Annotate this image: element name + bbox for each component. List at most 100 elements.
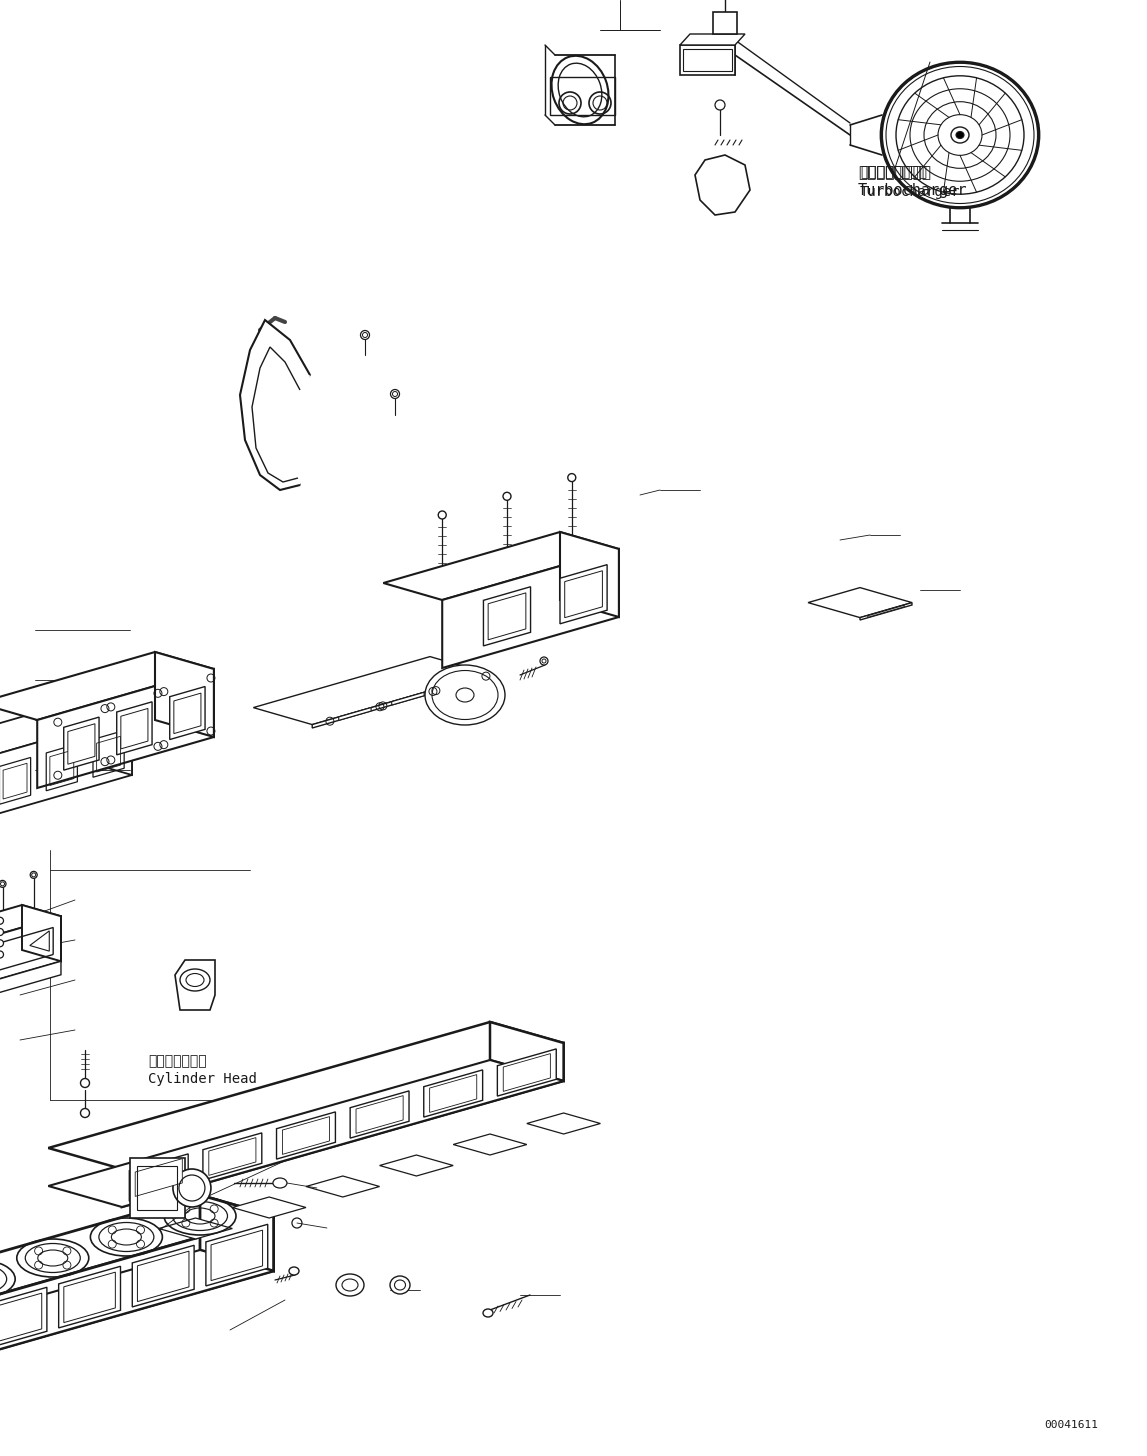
Ellipse shape xyxy=(426,665,505,725)
Polygon shape xyxy=(206,1224,267,1286)
Polygon shape xyxy=(170,687,205,740)
Ellipse shape xyxy=(390,390,399,399)
Polygon shape xyxy=(0,1216,274,1396)
Ellipse shape xyxy=(540,657,548,665)
Polygon shape xyxy=(80,700,132,775)
Polygon shape xyxy=(132,1245,194,1307)
Text: シリンダヘッド: シリンダヘッド xyxy=(148,1054,206,1069)
Ellipse shape xyxy=(0,939,3,946)
Polygon shape xyxy=(860,603,912,620)
Bar xyxy=(130,1158,185,1219)
Ellipse shape xyxy=(273,1178,287,1188)
Ellipse shape xyxy=(0,929,3,936)
Polygon shape xyxy=(253,657,489,725)
Bar xyxy=(713,12,738,33)
Bar xyxy=(680,45,735,76)
Text: ターボチャージャ: ターボチャージャ xyxy=(860,165,927,179)
Bar xyxy=(136,1166,177,1210)
Ellipse shape xyxy=(0,917,3,925)
Polygon shape xyxy=(453,1134,526,1155)
Polygon shape xyxy=(0,700,132,760)
Polygon shape xyxy=(175,960,214,1010)
Polygon shape xyxy=(312,674,489,728)
Polygon shape xyxy=(564,571,602,617)
Polygon shape xyxy=(48,1022,563,1169)
Polygon shape xyxy=(0,1195,274,1342)
Polygon shape xyxy=(560,565,607,623)
Polygon shape xyxy=(117,702,153,754)
Ellipse shape xyxy=(483,1309,493,1318)
Polygon shape xyxy=(383,531,619,600)
Polygon shape xyxy=(489,593,525,639)
Polygon shape xyxy=(58,1267,120,1328)
Text: Turbocharger: Turbocharger xyxy=(858,183,968,198)
Ellipse shape xyxy=(80,1079,89,1088)
Ellipse shape xyxy=(504,492,512,501)
Ellipse shape xyxy=(30,871,37,878)
Polygon shape xyxy=(233,1197,306,1219)
Ellipse shape xyxy=(390,1275,409,1294)
Ellipse shape xyxy=(715,100,725,111)
Ellipse shape xyxy=(568,473,576,482)
Ellipse shape xyxy=(173,1169,211,1207)
Polygon shape xyxy=(868,606,904,617)
Bar xyxy=(682,50,732,71)
Polygon shape xyxy=(0,715,132,820)
Polygon shape xyxy=(392,692,424,705)
Polygon shape xyxy=(200,1195,274,1271)
Polygon shape xyxy=(445,677,477,690)
Polygon shape xyxy=(483,587,531,646)
Polygon shape xyxy=(560,531,619,617)
Polygon shape xyxy=(0,652,213,721)
Polygon shape xyxy=(209,1137,256,1175)
Polygon shape xyxy=(306,1176,380,1197)
Polygon shape xyxy=(135,1159,182,1197)
Ellipse shape xyxy=(289,1267,299,1275)
Polygon shape xyxy=(48,1060,563,1207)
Ellipse shape xyxy=(0,881,6,887)
Polygon shape xyxy=(120,709,148,748)
Polygon shape xyxy=(680,33,746,45)
Ellipse shape xyxy=(0,951,3,958)
Polygon shape xyxy=(423,1070,483,1117)
Polygon shape xyxy=(174,693,201,734)
Polygon shape xyxy=(356,1095,403,1133)
Ellipse shape xyxy=(336,1274,364,1296)
Polygon shape xyxy=(498,1048,556,1096)
Polygon shape xyxy=(240,320,310,491)
Polygon shape xyxy=(68,724,95,764)
Polygon shape xyxy=(0,961,61,997)
Polygon shape xyxy=(0,916,61,984)
Polygon shape xyxy=(276,1112,335,1159)
Polygon shape xyxy=(0,1287,47,1348)
Polygon shape xyxy=(0,1293,41,1344)
Polygon shape xyxy=(203,1133,262,1181)
Polygon shape xyxy=(211,1230,263,1281)
Polygon shape xyxy=(350,1091,409,1139)
Polygon shape xyxy=(380,1155,453,1176)
Polygon shape xyxy=(64,718,99,770)
Ellipse shape xyxy=(552,55,608,124)
Ellipse shape xyxy=(360,331,369,339)
Polygon shape xyxy=(138,1251,189,1302)
Polygon shape xyxy=(338,708,372,721)
Polygon shape xyxy=(443,549,619,668)
Polygon shape xyxy=(430,1075,477,1112)
Ellipse shape xyxy=(951,127,969,143)
Polygon shape xyxy=(695,154,750,215)
Text: ターボチャージャ: ターボチャージャ xyxy=(858,165,931,181)
Polygon shape xyxy=(22,906,61,961)
Polygon shape xyxy=(0,1251,274,1396)
Polygon shape xyxy=(158,1219,233,1239)
Polygon shape xyxy=(807,588,912,617)
Ellipse shape xyxy=(80,1108,89,1118)
Polygon shape xyxy=(526,1112,600,1134)
Polygon shape xyxy=(64,1273,116,1322)
Polygon shape xyxy=(122,1042,563,1207)
Polygon shape xyxy=(155,652,213,737)
Text: 00041611: 00041611 xyxy=(1044,1420,1098,1430)
Polygon shape xyxy=(0,906,61,939)
Polygon shape xyxy=(282,1117,329,1155)
Polygon shape xyxy=(37,668,213,788)
Bar xyxy=(551,77,615,115)
